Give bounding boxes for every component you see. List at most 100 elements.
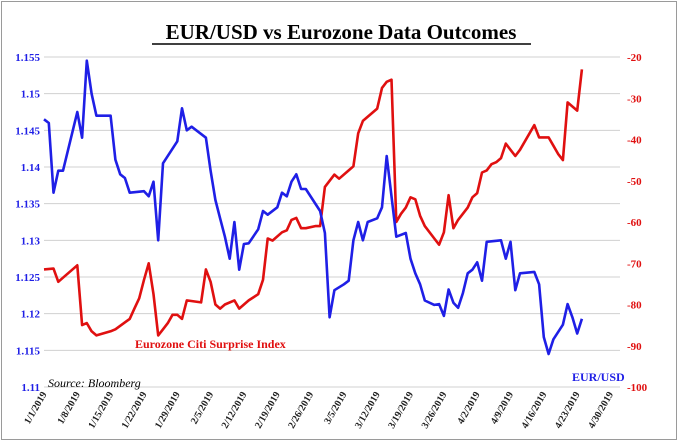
series-line-eur-usd bbox=[43, 59, 584, 356]
left-axis-tick-label: 1.135 bbox=[15, 199, 40, 211]
eur-usd-point bbox=[405, 232, 408, 235]
x-axis-tick-label: 4/30/2019 bbox=[586, 390, 616, 431]
eur-usd-point bbox=[576, 332, 579, 335]
surprise-index-point bbox=[443, 231, 446, 234]
eur-usd-point bbox=[162, 162, 165, 165]
x-axis-tick-label: 2/5/2019 bbox=[189, 390, 216, 426]
eur-usd-point bbox=[176, 140, 179, 143]
surprise-index-point bbox=[95, 334, 98, 337]
eur-usd-point bbox=[128, 191, 131, 194]
series-label-eurozone-citi-surprise-index: Eurozone Citi Surprise Index bbox=[135, 337, 286, 351]
eur-usd-point bbox=[519, 272, 522, 275]
x-axis-tick-label: 2/19/2019 bbox=[253, 390, 283, 431]
data-points bbox=[43, 59, 584, 355]
eur-usd-point bbox=[95, 114, 98, 117]
eur-usd-point bbox=[262, 210, 265, 213]
eur-usd-point bbox=[214, 199, 217, 202]
surprise-index-point bbox=[181, 318, 184, 321]
surprise-index-point bbox=[247, 299, 250, 302]
surprise-index-point bbox=[205, 268, 208, 271]
surprise-index-point bbox=[533, 124, 536, 127]
eur-usd-point bbox=[509, 241, 512, 244]
surprise-index-point bbox=[481, 171, 484, 174]
surprise-index-point bbox=[457, 219, 460, 222]
eur-usd-point bbox=[419, 283, 422, 286]
left-axis-tick-label: 1.13 bbox=[21, 235, 41, 247]
eur-usd-point bbox=[533, 271, 536, 274]
surprise-index-point bbox=[571, 105, 574, 108]
surprise-index-point bbox=[281, 231, 284, 234]
eur-usd-point bbox=[147, 195, 150, 198]
surprise-index-point bbox=[233, 299, 236, 302]
left-axis-tick-label: 1.145 bbox=[15, 125, 40, 137]
x-axis-tick-label: 1/22/2019 bbox=[120, 390, 150, 431]
surprise-index-point bbox=[133, 307, 136, 310]
eur-usd-point bbox=[152, 180, 155, 183]
eur-usd-point bbox=[500, 239, 503, 242]
x-axis-tick-label: 3/26/2019 bbox=[420, 390, 450, 431]
surprise-index-point bbox=[385, 81, 388, 84]
surprise-index-point bbox=[43, 268, 46, 271]
surprise-index-point bbox=[490, 163, 493, 166]
surprise-index-point bbox=[447, 194, 450, 197]
surprise-index-point bbox=[162, 328, 165, 331]
right-axis-tick-label: -70 bbox=[627, 258, 642, 270]
surprise-index-point bbox=[552, 144, 555, 147]
right-axis-tick-label: -60 bbox=[627, 217, 642, 229]
eur-usd-point bbox=[238, 268, 241, 271]
eur-usd-point bbox=[243, 243, 246, 246]
surprise-index-point bbox=[76, 264, 79, 267]
eur-usd-point bbox=[414, 272, 417, 275]
surprise-index-point bbox=[286, 229, 289, 232]
x-axis-tick-label: 1/1/2019 bbox=[22, 390, 49, 426]
surprise-index-point bbox=[300, 227, 303, 230]
eur-usd-point bbox=[290, 180, 293, 183]
eur-usd-point bbox=[205, 136, 208, 139]
surprise-index-point bbox=[509, 149, 512, 152]
surprise-index-point bbox=[471, 196, 474, 199]
x-axis-tick-label: 3/19/2019 bbox=[386, 390, 416, 431]
series-label-eur-usd: EUR/USD bbox=[572, 370, 625, 384]
eur-usd-point bbox=[86, 59, 89, 62]
x-axis-tick-label: 3/5/2019 bbox=[322, 390, 349, 426]
surprise-index-point bbox=[81, 324, 84, 327]
surprise-index-point bbox=[581, 68, 584, 71]
surprise-index-point bbox=[347, 169, 350, 172]
surprise-index-point bbox=[333, 173, 336, 176]
x-axis-tick-label: 4/9/2019 bbox=[489, 390, 516, 426]
eur-usd-point bbox=[190, 125, 193, 128]
eur-usd-point bbox=[286, 195, 289, 198]
surprise-index-point bbox=[438, 243, 441, 246]
eur-usd-point bbox=[62, 169, 65, 172]
eur-usd-point bbox=[581, 318, 584, 321]
eur-usd-point bbox=[295, 173, 298, 176]
x-axis-tick-label: 4/23/2019 bbox=[553, 390, 583, 431]
left-axis-tick-label: 1.115 bbox=[16, 345, 41, 357]
eur-usd-point bbox=[233, 221, 236, 224]
surprise-index-point bbox=[57, 281, 60, 284]
surprise-index-point bbox=[52, 267, 55, 270]
x-axis-tick-label: 1/15/2019 bbox=[86, 390, 116, 431]
eur-usd-point bbox=[43, 118, 46, 121]
surprise-index-point bbox=[319, 225, 322, 228]
eur-usd-point bbox=[347, 279, 350, 282]
left-axis-tick-label: 1.12 bbox=[21, 309, 41, 321]
eur-usd-point bbox=[281, 191, 284, 194]
gridlines bbox=[44, 56, 620, 388]
left-axis-tick-label: 1.125 bbox=[15, 272, 40, 284]
eur-usd-point bbox=[424, 299, 427, 302]
x-axis-tick-label: 1/29/2019 bbox=[153, 390, 183, 431]
eur-usd-point bbox=[305, 188, 308, 191]
surprise-index-point bbox=[262, 279, 265, 282]
surprise-index-point bbox=[433, 237, 436, 240]
eur-usd-point bbox=[566, 303, 569, 306]
eur-usd-point bbox=[466, 272, 469, 275]
surprise-index-point bbox=[576, 109, 579, 112]
surprise-index-point bbox=[171, 314, 174, 317]
x-axis-tick-label: 1/8/2019 bbox=[56, 390, 83, 426]
surprise-index-point bbox=[547, 136, 550, 139]
surprise-index-point bbox=[224, 303, 227, 306]
surprise-index-point bbox=[395, 221, 398, 224]
eur-usd-point bbox=[433, 304, 436, 307]
surprise-index-point bbox=[519, 149, 522, 152]
